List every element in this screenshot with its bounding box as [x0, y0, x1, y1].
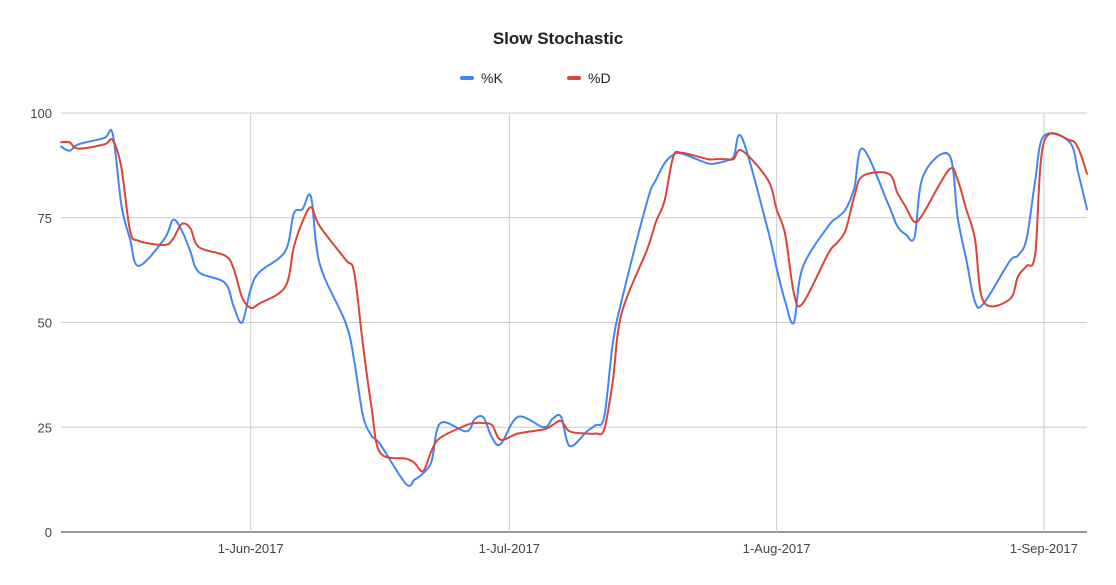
y-tick-label: 0	[45, 525, 52, 540]
gridlines	[61, 112, 1087, 533]
legend-item-d[interactable]: %D	[567, 70, 611, 86]
y-tick-label: 25	[38, 420, 52, 435]
legend-label-d: %D	[588, 70, 611, 86]
x-tick-label: 1-Sep-2017	[1010, 541, 1078, 556]
legend-swatch-d	[567, 76, 581, 80]
legend-label-k: %K	[481, 70, 503, 86]
legend: %K %D	[0, 70, 1116, 88]
x-tick-label: 1-Jun-2017	[218, 541, 284, 556]
x-tick-label: 1-Jul-2017	[479, 541, 540, 556]
y-tick-label: 100	[30, 106, 52, 121]
y-tick-label: 50	[38, 316, 52, 331]
legend-swatch-k	[460, 76, 474, 80]
series-line-d[interactable]	[60, 132, 1088, 473]
x-tick-label: 1-Aug-2017	[743, 541, 811, 556]
y-tick-label: 75	[38, 211, 52, 226]
chart-title: Slow Stochastic	[492, 29, 624, 48]
series-line-k[interactable]	[60, 128, 1088, 487]
legend-item-k[interactable]: %K	[460, 70, 503, 86]
series-lines	[60, 128, 1088, 487]
axis-labels: 0 25 50 75 100 1-Jun-2017 1-Jul-2017 1-Aug-2017…	[30, 106, 1078, 556]
